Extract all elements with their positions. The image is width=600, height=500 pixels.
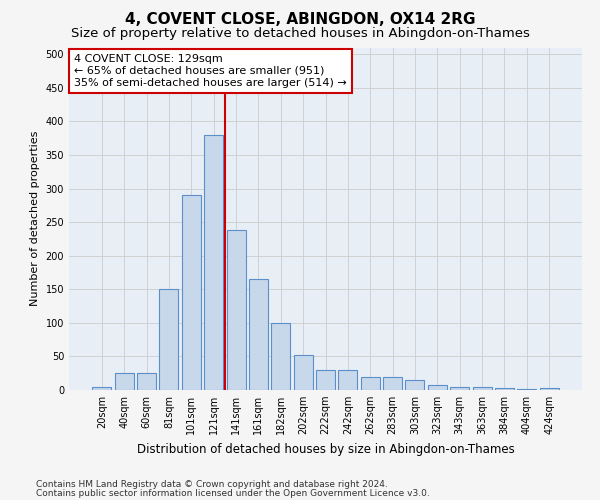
Text: Contains HM Land Registry data © Crown copyright and database right 2024.: Contains HM Land Registry data © Crown c… [36,480,388,489]
Bar [137,373,156,390]
Bar [271,323,290,390]
Bar [316,370,335,390]
Bar [115,373,134,390]
Bar [204,135,223,390]
Bar [361,376,380,390]
Bar [450,386,469,390]
Text: 4, COVENT CLOSE, ABINGDON, OX14 2RG: 4, COVENT CLOSE, ABINGDON, OX14 2RG [125,12,475,28]
Bar [92,386,112,390]
Bar [160,290,178,390]
Bar [495,388,514,390]
Bar [473,388,491,390]
Text: 4 COVENT CLOSE: 129sqm
← 65% of detached houses are smaller (951)
35% of semi-de: 4 COVENT CLOSE: 129sqm ← 65% of detached… [74,54,347,88]
Text: Contains public sector information licensed under the Open Government Licence v3: Contains public sector information licen… [36,490,430,498]
X-axis label: Distribution of detached houses by size in Abingdon-on-Thames: Distribution of detached houses by size … [137,442,514,456]
Bar [539,388,559,390]
Bar [383,376,402,390]
Bar [428,384,447,390]
Bar [406,380,424,390]
Y-axis label: Number of detached properties: Number of detached properties [30,131,40,306]
Bar [249,279,268,390]
Bar [182,195,201,390]
Bar [338,370,358,390]
Bar [227,230,245,390]
Text: Size of property relative to detached houses in Abingdon-on-Thames: Size of property relative to detached ho… [71,28,529,40]
Bar [293,355,313,390]
